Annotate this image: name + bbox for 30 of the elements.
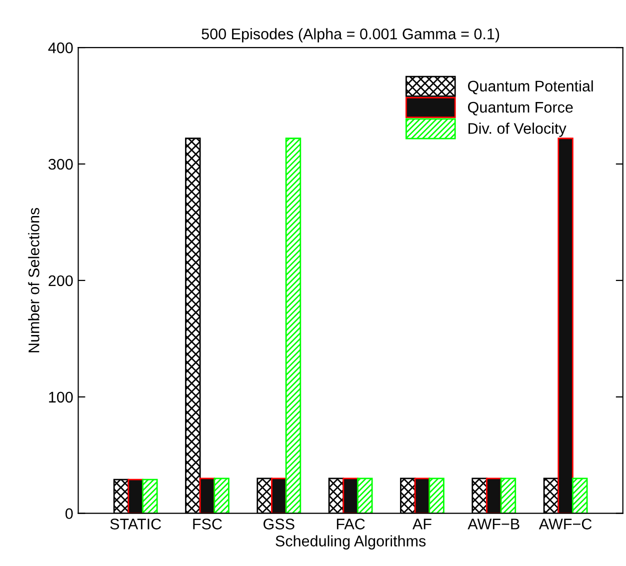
bar	[486, 478, 502, 514]
y-tick-label: 200	[48, 275, 73, 286]
legend-label: Div. of Velocity	[468, 122, 566, 137]
x-tick-label: GSS	[264, 518, 294, 530]
x-axis-title: Scheduling Algorithms	[276, 535, 426, 550]
bar	[572, 478, 588, 514]
bar	[500, 478, 516, 514]
x-tick-label: AF	[412, 518, 432, 530]
y-axis-title: Number of Selections	[28, 208, 40, 352]
bar	[558, 138, 574, 514]
y-tick-label: 400	[48, 42, 73, 54]
y-tick-label: 0	[65, 508, 73, 520]
y-tick-label: 300	[48, 158, 73, 170]
x-tick-label: STATIC	[110, 518, 162, 530]
bar	[271, 478, 287, 514]
x-tick-label: AWF−B	[468, 518, 520, 530]
bar	[428, 478, 444, 514]
bar	[342, 478, 358, 514]
x-tick-label: AWF−C	[538, 518, 592, 530]
bar	[142, 478, 158, 514]
chart-title: 500 Episodes (Alpha = 0.001 Gamma = 0.1)	[202, 28, 500, 42]
x-tick-label: FSC	[193, 518, 222, 530]
bar	[285, 138, 302, 514]
bar	[214, 478, 230, 514]
y-tick-label: 100	[49, 392, 73, 403]
x-tick-label: FAC	[336, 518, 365, 530]
legend-label: Quantum Potential	[468, 80, 593, 94]
bar	[128, 478, 144, 514]
legend-label: Quantum Force	[468, 102, 573, 116]
bar	[357, 478, 373, 514]
